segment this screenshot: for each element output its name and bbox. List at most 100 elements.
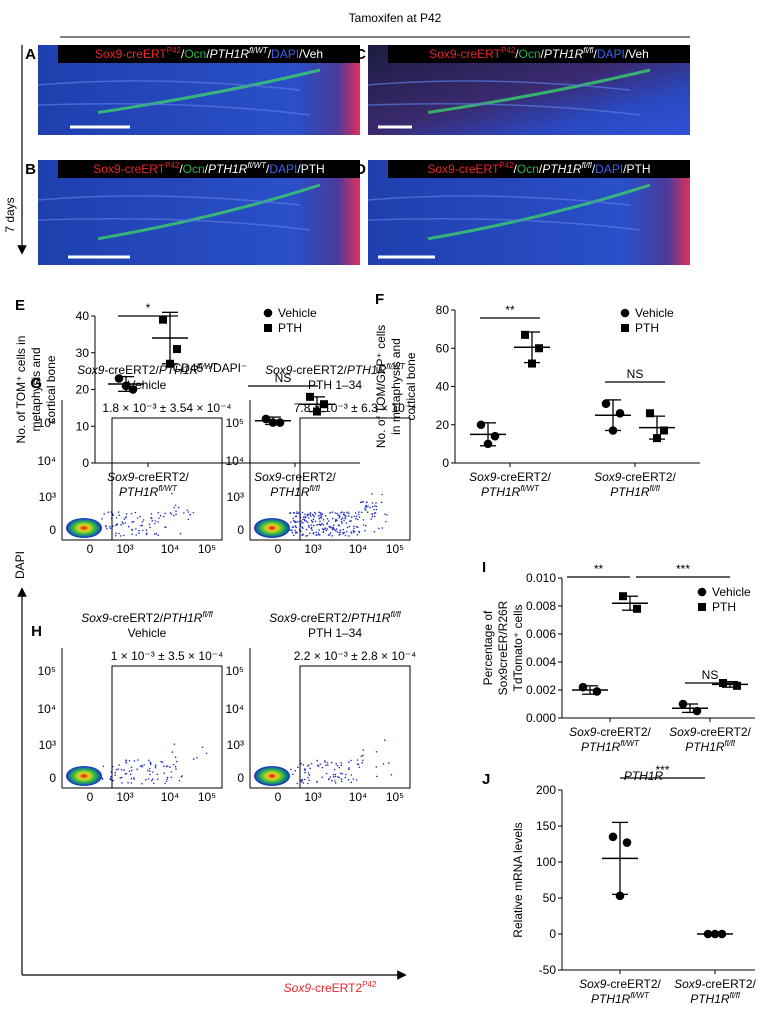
event-dot [355, 517, 357, 520]
event-dot [321, 766, 324, 769]
text-piece: PTH1R [690, 992, 730, 1006]
bone-texture [367, 80, 641, 116]
text-piece: fl/fl [202, 610, 212, 619]
significance-label: NS [702, 668, 719, 682]
data-point [578, 682, 588, 692]
event-dot [293, 520, 295, 522]
event-dot [310, 526, 313, 529]
event-dot [309, 515, 312, 517]
event-dot [312, 518, 315, 521]
event-dot [189, 513, 191, 516]
text-piece: PTH1R [119, 485, 159, 499]
flow-x-tick: 10⁴ [349, 542, 368, 556]
event-dot [326, 518, 329, 520]
significance-label: * [146, 301, 151, 315]
event-dot [153, 533, 156, 535]
event-dot [303, 518, 306, 521]
text-piece: fl/fl [725, 739, 735, 748]
panel-letter: J [482, 771, 490, 788]
bone-signal [427, 68, 651, 114]
flow-y-tick: 10⁴ [37, 702, 56, 716]
text-piece: / [206, 47, 210, 61]
event-dot [127, 781, 129, 784]
text-piece: P42 [167, 46, 182, 55]
event-dot [335, 528, 338, 530]
text-piece: Sox9 [469, 470, 497, 484]
text-piece: -creERT2/ [292, 363, 347, 377]
event-dot [116, 523, 119, 525]
y-tick-label: 40 [436, 380, 450, 394]
event-dot [148, 767, 151, 770]
event-dot [313, 524, 315, 527]
event-dot [332, 524, 335, 526]
significance-label: ** [505, 303, 515, 317]
event-dot [342, 513, 345, 516]
text-piece: Sox9 [254, 470, 282, 484]
flow-x-tick: 10⁴ [349, 790, 368, 804]
event-dot [347, 779, 350, 781]
event-dot [145, 529, 148, 531]
y-axis-label: No. of TOM/GFP⁺ cells [374, 325, 388, 448]
panel-letter: B [25, 161, 36, 178]
image-label: Sox9-creERTP42/Ocn/PTH1Rfl/WT/DAPI/PTH [93, 161, 324, 176]
event-dot [345, 773, 347, 776]
flow-x-tick: 10³ [116, 542, 133, 556]
bone-texture [37, 80, 311, 116]
event-dot [135, 528, 137, 530]
event-dot [354, 512, 357, 514]
event-dot [115, 768, 118, 771]
event-dot [306, 534, 309, 537]
flow-x-tick: 0 [275, 790, 282, 804]
event-dot [316, 781, 318, 783]
event-dot [175, 513, 177, 516]
event-dot [345, 530, 348, 533]
event-dot [348, 512, 350, 515]
event-dot [358, 516, 361, 518]
event-dot [156, 778, 159, 780]
event-dot [318, 517, 321, 520]
cell-cluster [254, 518, 290, 538]
event-dot [297, 766, 299, 769]
event-dot [331, 527, 334, 529]
text-piece: PTH1R [581, 740, 621, 754]
flow-treatment: Vehicle [128, 378, 167, 392]
event-dot [340, 778, 343, 780]
data-point [733, 681, 741, 690]
event-dot [334, 512, 337, 514]
data-point [483, 439, 493, 449]
text-piece: fl/WT [620, 739, 640, 748]
text-piece: Ocn [184, 47, 206, 61]
data-point [528, 359, 536, 368]
text-piece: /Veh [299, 47, 323, 61]
text-piece: PTH1R [481, 485, 521, 499]
event-dot [375, 751, 378, 753]
event-dot [325, 764, 327, 766]
event-dot [340, 518, 343, 521]
panel-letter: A [25, 46, 36, 63]
flow-y-tick: 10⁴ [225, 702, 244, 716]
event-dot [114, 771, 116, 774]
flow-x-tick: 10⁵ [198, 542, 216, 556]
event-dot [378, 527, 380, 530]
event-dot [353, 525, 355, 528]
event-dot [360, 511, 363, 514]
significance-label: *** [676, 562, 690, 576]
flow-x-tick: 10⁵ [386, 542, 404, 556]
image-label: Sox9-creERTP42/Ocn/PTH1Rfl/fl/DAPI/Veh [429, 46, 649, 61]
gate-frequency: 1.8 × 10⁻³ ± 3.54 × 10⁻⁴ [102, 401, 231, 415]
event-dot [331, 517, 334, 520]
flow-y-tick: 10⁵ [38, 664, 56, 678]
flow-genotype: Sox9-creERT2/PTH1Rfl/fl [269, 610, 401, 625]
event-dot [356, 534, 359, 536]
event-dot [330, 526, 332, 529]
text-piece: Ocn [517, 162, 539, 176]
event-dot [339, 531, 342, 533]
text-piece: Sox9 [81, 611, 109, 625]
image-label: Sox9-creERTP42/Ocn/PTH1Rfl/fl/DAPI/PTH [427, 161, 650, 176]
label-bar [388, 45, 690, 63]
data-point [608, 832, 618, 842]
text-piece: Sox9 [77, 363, 105, 377]
event-dot [350, 774, 353, 776]
event-dot [146, 533, 148, 536]
event-dot [369, 506, 371, 509]
